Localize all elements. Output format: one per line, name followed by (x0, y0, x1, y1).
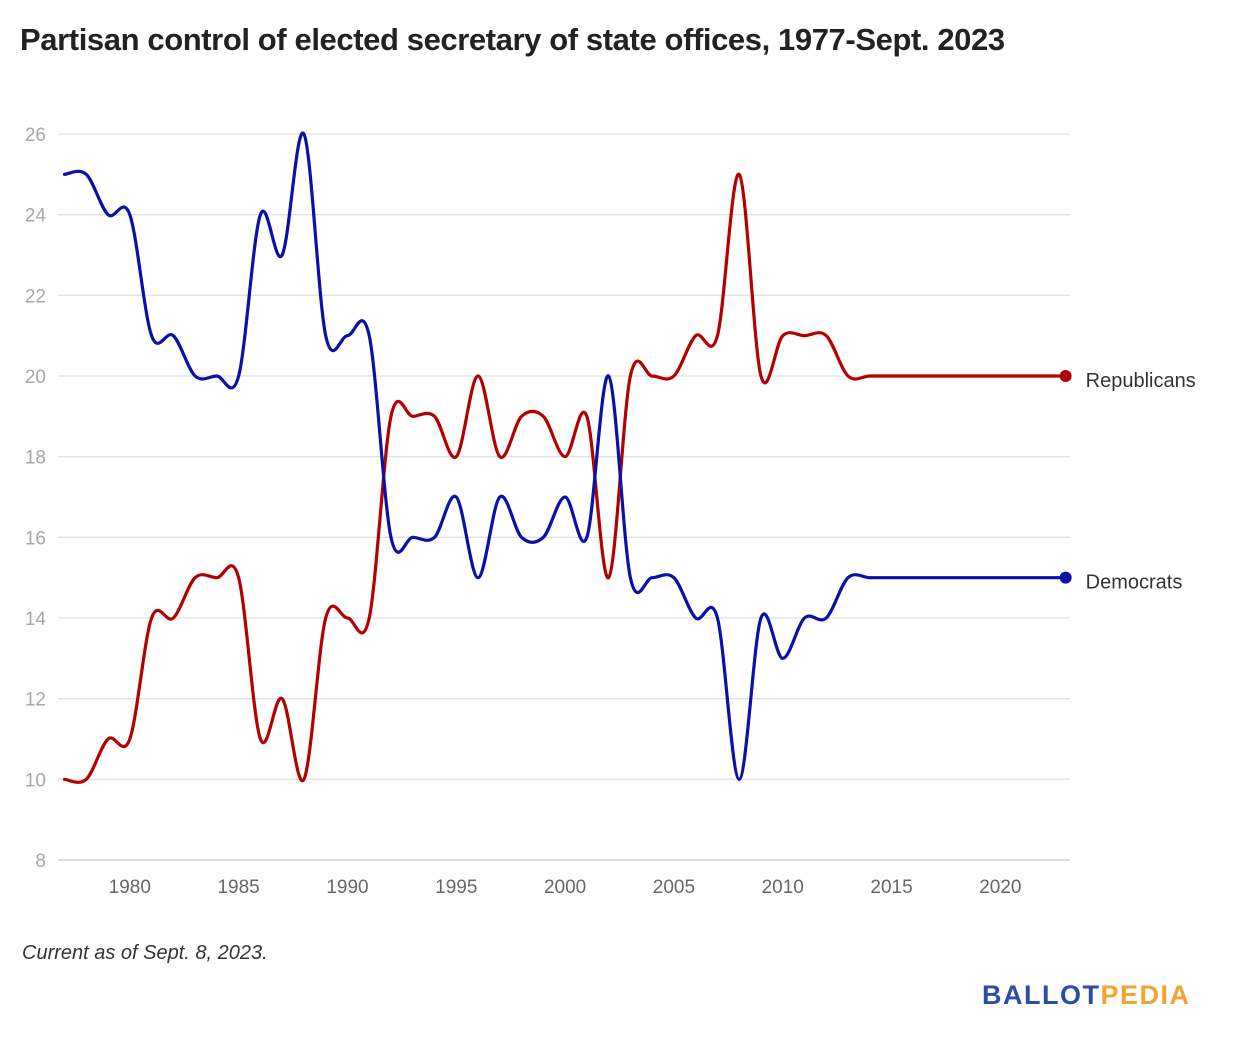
y-tick-label: 20 (25, 367, 46, 388)
y-tick-label: 12 (25, 690, 46, 711)
gridlines (58, 133, 1070, 780)
republicans-label: Republicans (1086, 370, 1196, 392)
democrats-line (62, 131, 1068, 781)
y-tick-label: 26 (25, 125, 46, 146)
democrats-label: Democrats (1086, 572, 1183, 594)
y-tick-label: 10 (25, 770, 46, 791)
republicans-end-marker (1059, 370, 1072, 382)
y-tick-label: 16 (25, 528, 46, 549)
x-tick-label: 1990 (326, 877, 368, 898)
line-chart: 8 10 12 14 16 18 20 22 24 26 1980 1985 1990 1995 2000… (25, 125, 1196, 898)
series-labels: Republicans Democrats (1086, 370, 1196, 594)
logo-ballot: BALLOT (982, 980, 1101, 1010)
republicans-line (62, 172, 1068, 784)
x-tick-label: 1980 (109, 877, 151, 898)
x-tick-label: 1985 (217, 877, 259, 898)
y-tick-label: 14 (25, 609, 47, 630)
x-axis-ticks: 1980 1985 1990 1995 2000 2005 2010 2015 2020 (109, 877, 1022, 898)
y-tick-label: 22 (25, 286, 46, 307)
x-tick-label: 2005 (653, 877, 695, 898)
y-tick-label: 8 (35, 851, 46, 872)
x-tick-label: 2000 (544, 877, 586, 898)
logo-pedia: PEDIA (1100, 980, 1191, 1010)
series-lines (62, 131, 1072, 784)
chart-title: Partisan control of elected secretary of… (20, 22, 1005, 57)
ballotpedia-logo[interactable]: BALLOTPEDIA (982, 980, 1191, 1011)
x-tick-label: 2010 (762, 877, 804, 898)
footnote: Current as of Sept. 8, 2023. (22, 942, 268, 964)
democrats-end-marker (1059, 571, 1072, 584)
x-tick-label: 2020 (979, 877, 1021, 898)
x-tick-label: 1995 (435, 877, 477, 898)
y-tick-label: 18 (25, 448, 46, 469)
y-axis-ticks: 8 10 12 14 16 18 20 22 24 26 (25, 125, 47, 872)
x-tick-label: 2015 (870, 877, 912, 898)
y-tick-label: 24 (25, 206, 47, 227)
